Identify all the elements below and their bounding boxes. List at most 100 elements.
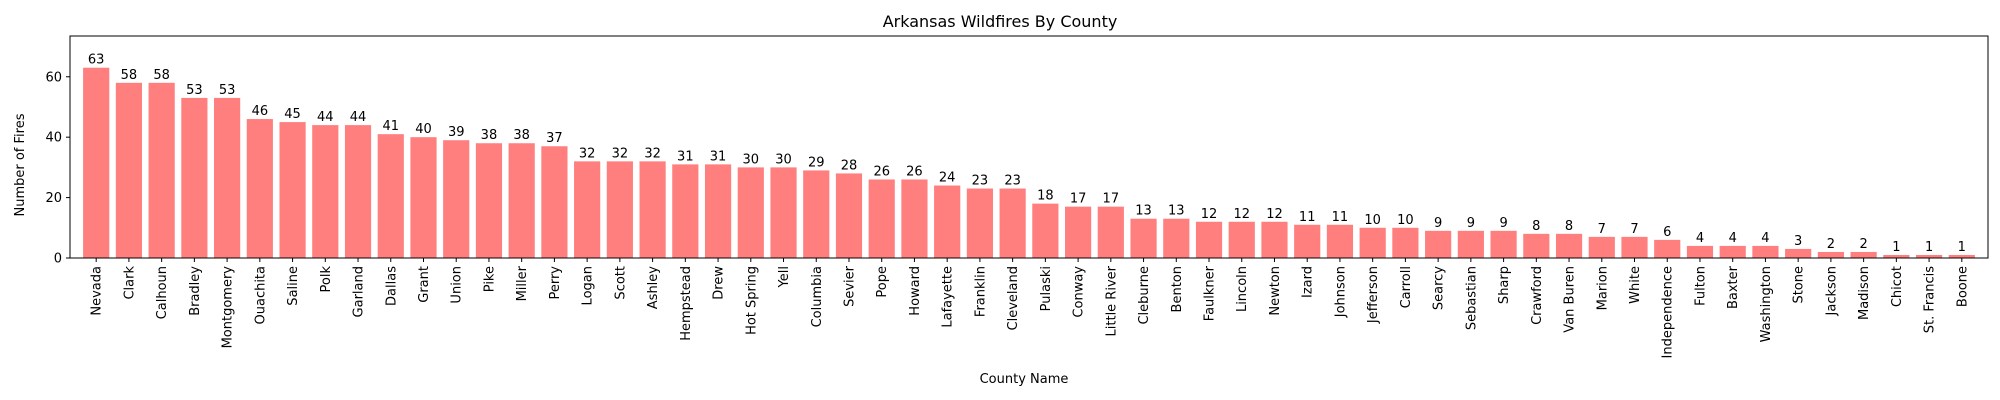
bar xyxy=(1065,206,1092,258)
chart-title: Arkansas Wildfires By County xyxy=(883,12,1118,31)
bar xyxy=(639,161,666,258)
x-tick-label: Chicot xyxy=(1890,266,1905,307)
bar-value-label: 9 xyxy=(1434,216,1442,231)
bar-value-label: 1 xyxy=(1925,240,1933,255)
bar-value-label: 6 xyxy=(1663,225,1671,240)
x-tick-label: Crawford xyxy=(1530,266,1545,325)
bar xyxy=(1686,245,1714,258)
x-tick-label: Baxter xyxy=(1726,265,1741,309)
bar xyxy=(999,188,1026,258)
bar-value-label: 26 xyxy=(906,164,923,179)
x-tick-label: St. Francis xyxy=(1923,266,1938,333)
bar-value-label: 45 xyxy=(284,107,301,122)
bar-value-label: 12 xyxy=(1201,207,1218,222)
bar xyxy=(475,143,503,258)
x-tick-label: Jefferson xyxy=(1366,266,1381,324)
x-axis-ticks: Nevada Clark Calhoun Bradley Montgomery Ouach… xyxy=(90,258,1970,358)
y-tick-label: 60 xyxy=(45,70,62,85)
bar xyxy=(1555,233,1583,258)
x-tick-label: Perry xyxy=(548,266,563,300)
x-tick-label: Little River xyxy=(1104,265,1119,336)
x-tick-label: Bradley xyxy=(188,266,203,316)
bar xyxy=(541,146,568,258)
x-tick-label: Pope xyxy=(875,266,890,298)
bar xyxy=(901,179,928,258)
bar xyxy=(312,125,339,258)
bar xyxy=(1588,236,1615,258)
bar xyxy=(410,137,437,258)
bar xyxy=(672,164,699,258)
bar xyxy=(770,167,797,258)
y-tick-label: 0 xyxy=(54,252,62,267)
bar-value-label: 4 xyxy=(1761,231,1769,246)
bar-value-label: 23 xyxy=(1004,174,1021,189)
x-tick-label: Scott xyxy=(613,266,628,300)
bar-value-label: 29 xyxy=(808,155,825,170)
bar-value-label: 7 xyxy=(1598,222,1606,237)
bar-value-label: 4 xyxy=(1729,231,1737,246)
bar xyxy=(934,185,961,258)
bar xyxy=(443,140,470,258)
bar xyxy=(737,167,764,258)
x-tick-label: Van Buren xyxy=(1563,266,1578,333)
bar-value-label: 28 xyxy=(841,158,858,173)
bar-value-label: 18 xyxy=(1037,189,1054,204)
bar xyxy=(1163,218,1190,258)
x-tick-label: Miller xyxy=(515,265,530,301)
x-tick-label: Newton xyxy=(1268,266,1283,316)
x-tick-label: Ashley xyxy=(646,266,661,310)
bar xyxy=(344,125,372,258)
x-tick-label: Sevier xyxy=(842,265,857,307)
bar-value-label: 40 xyxy=(415,122,432,137)
x-tick-label: Union xyxy=(450,266,465,304)
x-tick-label: Pulaski xyxy=(1039,266,1054,311)
bar-value-label: 13 xyxy=(1135,204,1152,219)
x-tick-label: Howard xyxy=(908,266,923,316)
bar xyxy=(1359,227,1386,258)
x-tick-label: Columbia xyxy=(810,266,825,327)
bar-value-label: 32 xyxy=(612,146,629,161)
bar-value-label: 2 xyxy=(1859,237,1867,252)
bar-value-label: 4 xyxy=(1696,231,1704,246)
bar xyxy=(1130,218,1157,258)
bar xyxy=(1523,233,1550,258)
bar-value-label: 13 xyxy=(1168,204,1185,219)
bar-value-label: 53 xyxy=(219,83,236,98)
bar xyxy=(835,173,863,258)
x-tick-label: Benton xyxy=(1170,266,1185,312)
bar-value-label: 32 xyxy=(644,146,661,161)
bar-value-label: 11 xyxy=(1332,210,1349,225)
x-tick-label: Fulton xyxy=(1693,266,1708,306)
bar xyxy=(1948,254,1975,258)
bar xyxy=(1850,251,1877,258)
bar xyxy=(1326,224,1354,258)
bar xyxy=(377,134,404,258)
bar-value-label: 3 xyxy=(1794,234,1802,249)
x-tick-label: Sharp xyxy=(1497,266,1512,304)
y-tick-label: 20 xyxy=(45,191,62,206)
bar xyxy=(1294,224,1321,258)
plot-frame xyxy=(69,35,1989,259)
bar xyxy=(1261,221,1288,258)
bar-value-label: 58 xyxy=(153,68,170,83)
x-tick-label: Sebastian xyxy=(1464,266,1479,330)
y-axis-label: Number of Fires xyxy=(13,113,28,216)
bar xyxy=(1915,254,1943,258)
x-tick-label: Clark xyxy=(122,266,137,300)
bars-group xyxy=(83,67,1975,259)
y-tick-label: 40 xyxy=(45,131,62,146)
bar xyxy=(1457,230,1484,258)
bar xyxy=(115,82,143,258)
bar xyxy=(1392,227,1419,258)
x-tick-label: Grant xyxy=(417,266,432,303)
x-tick-label: Polk xyxy=(319,266,334,293)
bar xyxy=(574,161,601,258)
x-tick-label: Ouachita xyxy=(253,266,268,325)
x-tick-label: Montgomery xyxy=(221,266,236,349)
bar xyxy=(1425,230,1452,258)
bar-value-label: 7 xyxy=(1630,222,1638,237)
x-tick-label: Jackson xyxy=(1824,266,1839,316)
bar-value-label: 9 xyxy=(1499,216,1507,231)
bar-value-label: 37 xyxy=(546,131,563,146)
bar xyxy=(704,164,732,258)
